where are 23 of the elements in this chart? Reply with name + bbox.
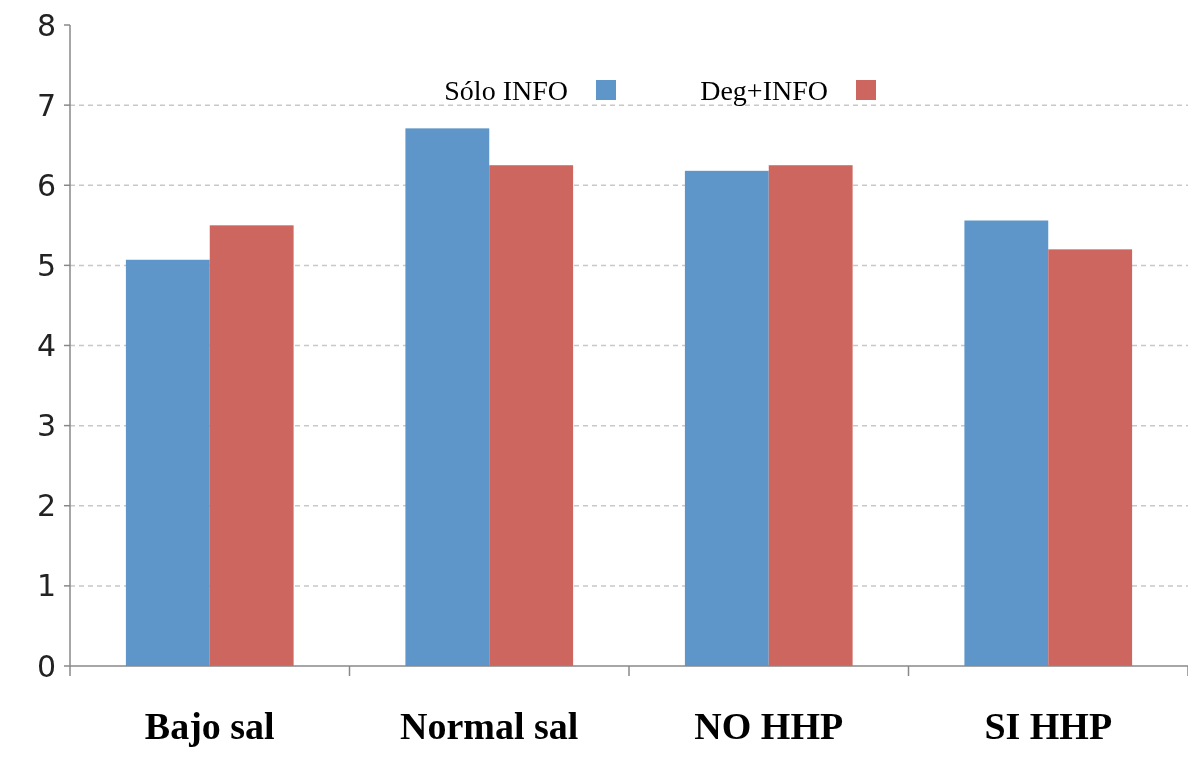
x-tick-label: NO HHP <box>694 705 844 747</box>
bar <box>768 165 853 666</box>
y-tick-label: 8 <box>36 7 56 43</box>
bar <box>209 225 294 666</box>
x-tick-label: Normal sal <box>400 705 579 747</box>
y-tick-label: 7 <box>36 87 56 123</box>
bar <box>1048 249 1133 666</box>
legend-label: Sólo INFO <box>444 74 568 106</box>
y-tick-label: 0 <box>36 648 56 684</box>
y-tick-label: 5 <box>36 247 56 283</box>
bar <box>489 165 574 666</box>
bar <box>964 220 1049 666</box>
legend-label: Deg+INFO <box>700 74 828 106</box>
y-tick-label: 2 <box>36 488 56 524</box>
y-tick-label: 1 <box>36 568 56 604</box>
bar <box>684 170 769 666</box>
y-tick-label: 6 <box>36 167 56 203</box>
y-tick-label: 4 <box>36 328 56 363</box>
bar <box>405 128 490 666</box>
y-tick-label: 3 <box>36 408 56 444</box>
x-tick-label: SI HHP <box>984 705 1113 747</box>
x-tick-label: Bajo sal <box>144 705 275 747</box>
bar <box>125 259 210 666</box>
